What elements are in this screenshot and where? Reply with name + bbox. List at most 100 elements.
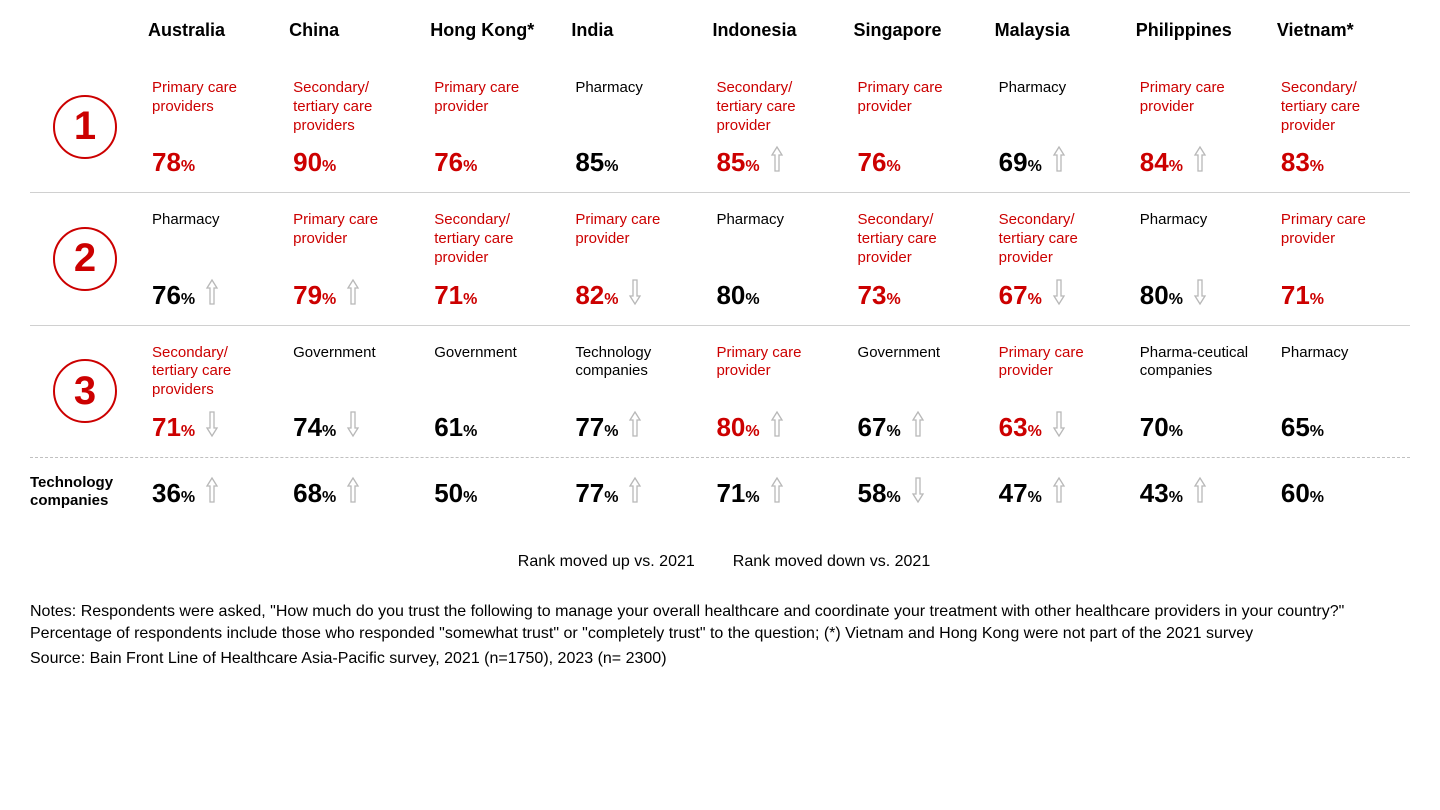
country-header: Malaysia bbox=[995, 20, 1128, 61]
data-cell: Secondary/ tertiary care provider 73% bbox=[854, 193, 987, 324]
tech-cell: 58% bbox=[854, 458, 987, 527]
entity-label: Pharmacy bbox=[1140, 211, 1265, 230]
entity-label: Primary care providers bbox=[152, 79, 277, 117]
ranking-table: AustraliaChinaHong Kong*IndiaIndonesiaSi… bbox=[30, 20, 1410, 527]
arrow-up-icon bbox=[770, 410, 784, 443]
header-spacer bbox=[30, 20, 140, 61]
percent-value: 83% bbox=[1281, 147, 1324, 178]
arrow-up-icon bbox=[1193, 145, 1207, 178]
percent-value: 58% bbox=[858, 478, 901, 509]
percent-value: 76% bbox=[152, 280, 195, 311]
country-header: Singapore bbox=[854, 20, 987, 61]
rank-cell: 1 bbox=[30, 61, 140, 192]
percent-value: 80% bbox=[716, 412, 759, 443]
country-header: Australia bbox=[148, 20, 281, 61]
data-cell: Primary care provider 84% bbox=[1136, 61, 1269, 192]
legend-down-label: Rank moved down vs. 2021 bbox=[733, 553, 930, 571]
rank-badge: 1 bbox=[53, 95, 117, 159]
percent-value: 67% bbox=[999, 280, 1042, 311]
arrow-up-icon bbox=[205, 476, 219, 509]
entity-label: Secondary/ tertiary care provider bbox=[999, 211, 1124, 267]
arrow-down-icon bbox=[1052, 410, 1066, 443]
data-cell: Secondary/ tertiary care provider 71% bbox=[430, 193, 563, 324]
country-header: Philippines bbox=[1136, 20, 1269, 61]
percent-value: 82% bbox=[575, 280, 618, 311]
percent-value: 71% bbox=[716, 478, 759, 509]
arrow-up-icon bbox=[1052, 476, 1066, 509]
percent-value: 80% bbox=[1140, 280, 1183, 311]
percent-value: 84% bbox=[1140, 147, 1183, 178]
arrow-up-icon bbox=[205, 278, 219, 311]
percent-value: 90% bbox=[293, 147, 336, 178]
percent-value: 76% bbox=[434, 147, 477, 178]
arrow-down-icon bbox=[911, 476, 925, 509]
entity-label: Pharma-ceutical companies bbox=[1140, 344, 1265, 382]
entity-label: Government bbox=[293, 344, 418, 363]
data-cell: Pharmacy 80% bbox=[712, 193, 845, 324]
data-cell: Primary care provider 76% bbox=[430, 61, 563, 192]
data-cell: Pharmacy 69% bbox=[995, 61, 1128, 192]
percent-value: 36% bbox=[152, 478, 195, 509]
data-cell: Secondary/ tertiary care provider 83% bbox=[1277, 61, 1410, 192]
entity-label: Pharmacy bbox=[716, 211, 841, 230]
country-header: Vietnam* bbox=[1277, 20, 1410, 61]
arrow-up-icon bbox=[628, 410, 642, 443]
rank-badge: 3 bbox=[53, 359, 117, 423]
arrow-down-icon bbox=[1052, 278, 1066, 311]
arrow-up-icon bbox=[770, 145, 784, 178]
arrow-up-icon bbox=[628, 476, 642, 509]
percent-value: 77% bbox=[575, 412, 618, 443]
arrow-up-icon bbox=[1193, 476, 1207, 509]
percent-value: 50% bbox=[434, 478, 477, 509]
percent-value: 73% bbox=[858, 280, 901, 311]
data-cell: Secondary/ tertiary care providers 71% bbox=[148, 326, 281, 457]
arrow-down-icon bbox=[1193, 278, 1207, 311]
percent-value: 85% bbox=[716, 147, 759, 178]
entity-label: Secondary/ tertiary care provider bbox=[716, 79, 841, 135]
percent-value: 71% bbox=[152, 412, 195, 443]
entity-label: Secondary/ tertiary care provider bbox=[858, 211, 983, 267]
data-cell: Secondary/ tertiary care provider 85% bbox=[712, 61, 845, 192]
legend-up-label: Rank moved up vs. 2021 bbox=[518, 553, 695, 571]
data-cell: Pharmacy 76% bbox=[148, 193, 281, 324]
entity-label: Pharmacy bbox=[575, 79, 700, 98]
country-header: Hong Kong* bbox=[430, 20, 563, 61]
data-cell: Pharmacy 85% bbox=[571, 61, 704, 192]
tech-cell: 60% bbox=[1277, 458, 1410, 527]
percent-value: 77% bbox=[575, 478, 618, 509]
tech-cell: 47% bbox=[995, 458, 1128, 527]
footnotes: Notes: Respondents were asked, "How much… bbox=[30, 601, 1410, 670]
data-cell: Primary care provider 79% bbox=[289, 193, 422, 324]
data-cell: Pharma-ceutical companies 70% bbox=[1136, 326, 1269, 457]
data-cell: Primary care provider 63% bbox=[995, 326, 1128, 457]
data-cell: Secondary/ tertiary care providers 90% bbox=[289, 61, 422, 192]
notes-text: Notes: Respondents were asked, "How much… bbox=[30, 601, 1410, 646]
entity-label: Government bbox=[858, 344, 983, 363]
data-cell: Primary care provider 80% bbox=[712, 326, 845, 457]
percent-value: 47% bbox=[999, 478, 1042, 509]
percent-value: 69% bbox=[999, 147, 1042, 178]
percent-value: 61% bbox=[434, 412, 477, 443]
entity-label: Primary care provider bbox=[293, 211, 418, 249]
tech-row-label: Technology companies bbox=[30, 458, 140, 527]
percent-value: 78% bbox=[152, 147, 195, 178]
data-cell: Pharmacy 80% bbox=[1136, 193, 1269, 324]
country-header: China bbox=[289, 20, 422, 61]
legend-down: Rank moved down vs. 2021 bbox=[725, 553, 930, 571]
data-cell: Primary care providers 78% bbox=[148, 61, 281, 192]
data-cell: Secondary/ tertiary care provider 67% bbox=[995, 193, 1128, 324]
data-cell: Primary care provider 82% bbox=[571, 193, 704, 324]
data-cell: Primary care provider 76% bbox=[854, 61, 987, 192]
percent-value: 67% bbox=[858, 412, 901, 443]
legend-up: Rank moved up vs. 2021 bbox=[510, 553, 695, 571]
entity-label: Secondary/ tertiary care provider bbox=[1281, 79, 1406, 135]
tech-cell: 68% bbox=[289, 458, 422, 527]
data-cell: Government 74% bbox=[289, 326, 422, 457]
entity-label: Primary care provider bbox=[575, 211, 700, 249]
arrow-up-icon bbox=[770, 476, 784, 509]
country-header: India bbox=[571, 20, 704, 61]
entity-label: Pharmacy bbox=[999, 79, 1124, 98]
entity-label: Primary care provider bbox=[999, 344, 1124, 382]
entity-label: Technology companies bbox=[575, 344, 700, 382]
percent-value: 80% bbox=[716, 280, 759, 311]
